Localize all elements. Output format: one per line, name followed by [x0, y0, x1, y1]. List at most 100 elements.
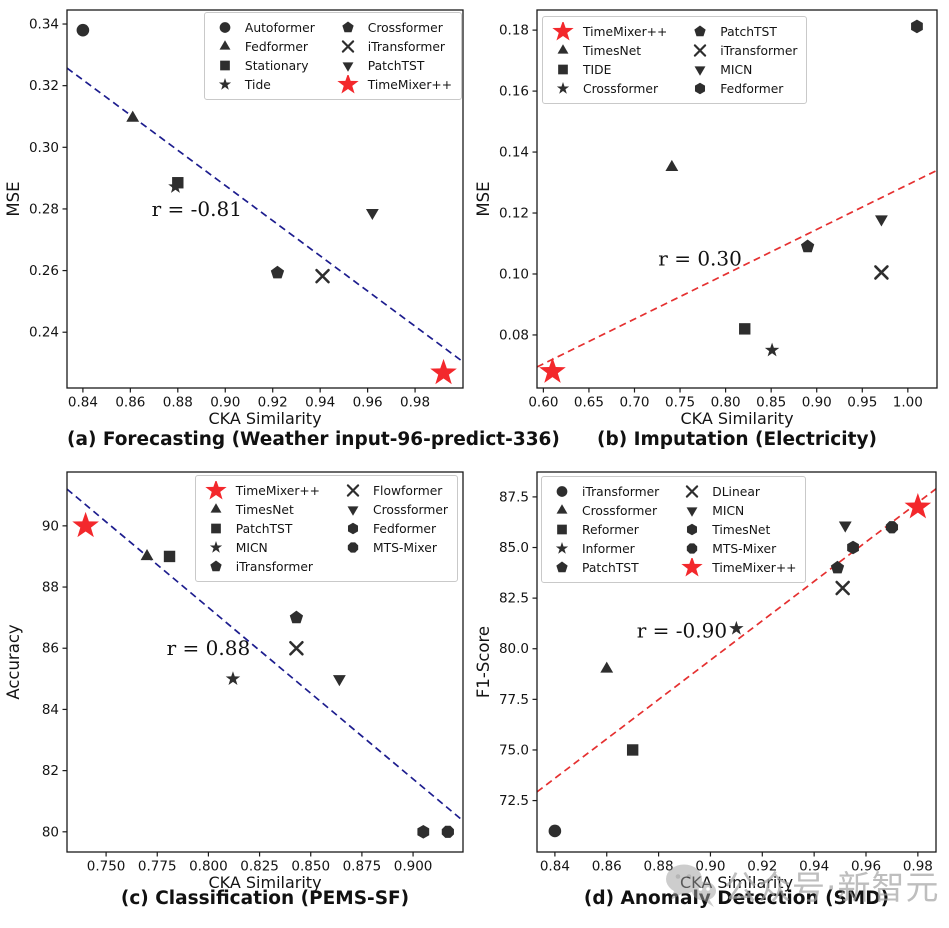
legend-item-Informer: Informer [549, 539, 659, 558]
star-red-glyph [552, 22, 574, 41]
square-glyph [557, 524, 567, 535]
x-tick-label: 0.75 [665, 395, 695, 411]
correlation-annotation: r = 0.30 [658, 247, 742, 271]
x-tick-label: 0.750 [87, 859, 126, 875]
legend-item-PatchTST: PatchTST [203, 519, 320, 538]
y-tick-label: 88 [42, 580, 59, 596]
pentagon-icon [687, 22, 713, 41]
x-tick-label: 0.875 [343, 859, 382, 875]
x-tick-label: 0.70 [619, 395, 649, 411]
circle-marker [219, 22, 231, 33]
x-marker [694, 44, 707, 57]
x-tick-label: 0.94 [799, 859, 829, 875]
legend-item-iTransformer: iTransformer [549, 482, 659, 501]
legend-item-Crossformer: Crossformer [550, 79, 667, 98]
legend-label: PatchTST [720, 24, 777, 39]
x-tick-label: 0.92 [747, 859, 777, 875]
x-tick-label: 0.900 [394, 859, 433, 875]
square-icon [550, 60, 576, 79]
x-glyph [346, 484, 360, 497]
pentagon-glyph [342, 21, 354, 33]
y-tick-label: 0.24 [29, 325, 59, 341]
x-tick-label: 0.84 [540, 859, 570, 875]
x-tick-label: 0.90 [695, 859, 725, 875]
y-tick-label: 0.18 [499, 23, 529, 39]
legend-item-TimeMixer++: TimeMixer++ [550, 22, 667, 41]
legend-item-DLinear: DLinear [679, 482, 796, 501]
star-marker [218, 78, 232, 90]
legend-label: TimeMixer++ [712, 560, 797, 575]
legend-label: TimeMixer++ [367, 77, 452, 92]
square-icon [203, 519, 229, 538]
x-axis-ticks: 0.84 0.86 0.88 0.90 0.92 0.94 0.96 0.98 [68, 388, 430, 411]
point-iTransformer [548, 824, 562, 838]
star-red-marker [337, 75, 359, 94]
star-glyph [218, 78, 232, 90]
x-tick-label: 0.90 [210, 395, 240, 411]
hexagon-icon [679, 520, 705, 539]
legend-imputation: TimeMixer++ TimesNet TIDE Crossformer PatchT… [542, 16, 808, 104]
legend-label: iTransformer [235, 559, 313, 574]
point-Informer [729, 620, 744, 635]
trend-line [66, 488, 464, 822]
point-Fedformer [126, 110, 140, 122]
y-tick-label: 0.12 [499, 206, 529, 222]
x-tick-label: 0.92 [258, 395, 288, 411]
legend-label: MTS-Mixer [712, 541, 777, 556]
legend-column: TimeMixer++ TimesNet TIDE Crossformer [550, 22, 667, 98]
star-red-marker [552, 22, 574, 41]
point-iTransformer [874, 265, 889, 280]
y-tick-label: 77.5 [499, 692, 529, 708]
x-tick-label: 0.98 [400, 395, 430, 411]
pentagon-icon [335, 18, 361, 37]
legend-label: iTransformer [720, 43, 798, 58]
legend-item-PatchTST: PatchTST [549, 558, 659, 577]
square-marker [220, 60, 230, 71]
x-tick-label: 0.94 [305, 395, 335, 411]
y-tick-label: 72.5 [499, 793, 529, 809]
legend-label: Crossformer [372, 502, 448, 517]
star-red-icon [550, 22, 576, 41]
square-marker [558, 64, 568, 75]
legend-item-MICN: MICN [687, 60, 797, 79]
legend-label: TimesNet [235, 502, 294, 517]
pentagon-marker [556, 561, 568, 573]
point-Crossformer [600, 661, 614, 673]
triangle-glyph [219, 40, 231, 50]
point-TimesNet [140, 549, 154, 561]
x-marker [346, 484, 360, 497]
x-axis-label: CKA Similarity [680, 409, 793, 428]
legend-item-Fedformer: Fedformer [340, 519, 448, 538]
x-glyph [686, 485, 699, 498]
circle-glyph [219, 22, 231, 33]
triangle-marker [219, 40, 231, 50]
triangle-glyph [557, 44, 569, 54]
legend-item-iTransformer: iTransformer [687, 41, 797, 60]
legend-label: TimesNet [712, 522, 771, 537]
legend-item-Crossformer: Crossformer [335, 18, 452, 37]
legend-item-Autoformer: Autoformer [212, 18, 315, 37]
legend-item-PatchTST: PatchTST [687, 22, 797, 41]
x-axis-ticks: 0.750 0.775 0.800 0.825 0.850 0.875 0.900 [87, 852, 433, 875]
x-axis-ticks: 0.84 0.86 0.88 0.90 0.92 0.94 0.96 0.98 [540, 852, 933, 875]
octagon-icon [340, 538, 366, 557]
chart-d-canvas: r = -0.90 0.84 0.86 0.88 0.90 0.92 0.94 0.96 0.9… [475, 471, 937, 892]
wechat-bubbles-icon [666, 864, 716, 907]
legend-column: DLinear MICN TimesNet MTS-Mixer TimeMixer++ [679, 482, 796, 577]
chart-c-canvas: r = 0.880.750 0.775 0.800 0.825 0.850 0.875 0.… [4, 471, 464, 892]
triangle-down-marker [342, 62, 354, 72]
legend-label: TIDE [583, 62, 612, 77]
y-tick-label: 82.5 [499, 591, 529, 607]
legend-item-TimeMixer++: TimeMixer++ [335, 75, 452, 94]
legend-label: Fedformer [244, 39, 308, 54]
star-icon [550, 79, 576, 98]
legend-label: TimeMixer++ [583, 24, 668, 39]
y-tick-label: 85.0 [499, 540, 529, 556]
x-tick-label: 0.80 [711, 395, 741, 411]
point-iTransformer [289, 610, 304, 624]
hexagon-marker [687, 523, 698, 536]
legend-column: Crossformer iTransformer PatchTST TimeMixer… [335, 18, 452, 94]
star-marker [555, 542, 569, 554]
point-TimeMixer++ [904, 493, 932, 519]
legend-item-iTransformer: iTransformer [335, 37, 452, 56]
